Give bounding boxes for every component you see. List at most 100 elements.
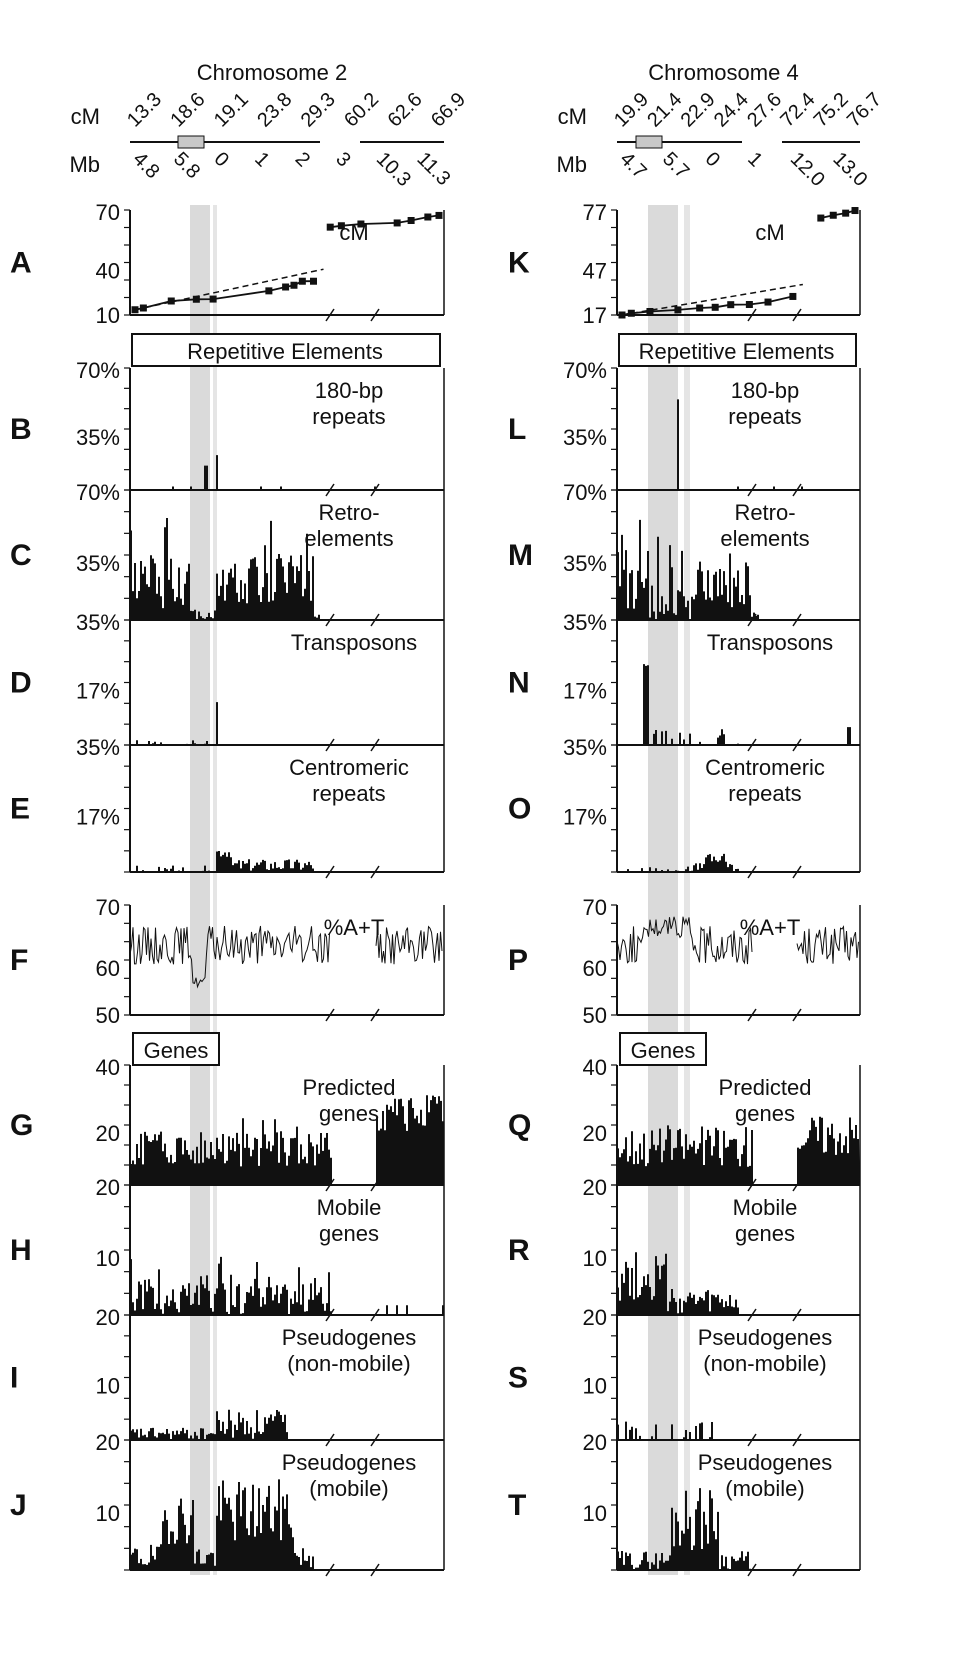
panel-s: S 20 10 Pseudogenes (non-mobile): [508, 1305, 861, 1447]
axis-break: [792, 1008, 802, 1022]
cm-point: [337, 222, 345, 230]
tick-label: 35%: [563, 425, 607, 450]
panel-letter: G: [10, 1109, 33, 1142]
mb-marker: 12.0: [786, 148, 829, 191]
mb-marker: 4.8: [128, 148, 163, 183]
tick-label: 17: [583, 303, 607, 328]
tick-label: 60: [96, 956, 120, 981]
tick-label: 35%: [76, 425, 120, 450]
mb-marker: 0: [210, 148, 233, 171]
panel-letter: S: [508, 1362, 528, 1395]
panel-title: Pseudogenes (mobile): [698, 1450, 833, 1501]
tick-label: 40: [96, 1055, 120, 1080]
panel-title-line: repeats: [312, 781, 385, 806]
panel-n: N 35% 17% Transposons: [508, 610, 861, 752]
section-label-genes: Genes: [132, 1032, 220, 1066]
panel-letter: D: [10, 667, 32, 700]
panel-i: I 20 10 Pseudogenes (non-mobile): [10, 1305, 445, 1447]
panel-title: Retro-elements: [304, 500, 393, 551]
axis-break: [370, 1563, 380, 1577]
tick-label: 10: [96, 1374, 120, 1399]
panel-k: K 77 47 17 cM: [508, 200, 861, 328]
panel-l: L 70% 35% 180-bp repeats: [508, 358, 861, 497]
panel-title-line: repeats: [728, 404, 801, 429]
section-label-repeats: Repetitive Elements: [618, 333, 857, 367]
panel-letter: F: [10, 944, 28, 977]
axis-break: [747, 865, 757, 879]
chromosome-title: Chromosome 2: [197, 60, 347, 85]
panel-title: Transposons: [707, 630, 833, 655]
axis-break: [747, 1308, 757, 1322]
cm-point: [393, 219, 401, 227]
cm-point: [357, 220, 365, 228]
axis-break: [325, 308, 335, 322]
mb-marker: 1: [743, 148, 766, 171]
panel-title-line: Mobile: [317, 1195, 382, 1220]
tick-label: 35%: [76, 551, 120, 576]
axis-break: [325, 1008, 335, 1022]
section-label-genes-text: Genes: [144, 1038, 209, 1063]
section-label-repeats-text: Repetitive Elements: [639, 339, 835, 364]
cm-marker: 23.8: [253, 88, 296, 131]
tick-label: 17%: [563, 805, 607, 830]
cm-marker: 22.9: [677, 88, 720, 131]
panel-title-line: genes: [319, 1101, 379, 1126]
axis-break: [370, 1008, 380, 1022]
tick-label: 60: [583, 956, 607, 981]
cm-point: [851, 207, 859, 215]
tick-label: 20: [583, 1305, 607, 1330]
tick-label: 70: [96, 200, 120, 225]
panel-title-line: elements: [304, 526, 393, 551]
section-label-repeats-text: Repetitive Elements: [187, 339, 383, 364]
axis-break: [747, 1433, 757, 1447]
panel-letter: J: [10, 1489, 27, 1522]
panel-title: Mobile genes: [733, 1195, 798, 1246]
cm-line: [621, 209, 856, 316]
panel-e: E 35% 17% Centromeric repeats: [10, 735, 445, 879]
tick-label: 70%: [563, 480, 607, 505]
panel-b: B 70% 35% 180-bp repeats: [10, 358, 445, 497]
tick-label: 10: [583, 1246, 607, 1271]
panel-letter: T: [508, 1489, 526, 1522]
tick-label: 50: [96, 1003, 120, 1028]
panel-title: cM: [755, 220, 784, 245]
panel-title-line: Pseudogenes: [698, 1450, 833, 1475]
panel-title-line: (mobile): [725, 1476, 804, 1501]
cm-point: [192, 295, 200, 303]
mb-marker: 0: [701, 148, 724, 171]
tick-label: 10: [583, 1374, 607, 1399]
axis-break: [747, 738, 757, 752]
cm-marker: 60.2: [340, 88, 383, 131]
section-label-genes: Genes: [619, 1032, 707, 1066]
panel-title-line: Pseudogenes: [698, 1325, 833, 1350]
panel-letter: R: [508, 1234, 530, 1267]
cm-label: cM: [71, 104, 100, 129]
panel-t: T 20 10 Pseudogenes (mobile): [508, 1430, 861, 1577]
cm-point: [727, 301, 735, 309]
axis-break: [792, 308, 802, 322]
cm-marker: 19.1: [210, 88, 253, 131]
mb-marker: 5.7: [658, 148, 693, 183]
tick-label: 17%: [76, 805, 120, 830]
panel-title-line: 180-bp: [315, 378, 384, 403]
panel-letter: L: [508, 413, 526, 446]
cm-point: [764, 298, 772, 306]
centromere-box: [177, 135, 205, 149]
panel-letter: A: [10, 247, 32, 280]
cm-point: [139, 304, 147, 312]
panel-letter: O: [508, 793, 531, 826]
cm-point: [674, 306, 682, 314]
panel-title: Transposons: [291, 630, 417, 655]
tick-label: 20: [583, 1175, 607, 1200]
column-chromosome-2: Chromosome 2 cM Mb 13.3 18.6 19.1 23.8 29.3 60.2…: [10, 60, 470, 1577]
at-trace: [129, 925, 443, 989]
density-bars: [130, 702, 444, 745]
mb-marker: 10.3: [372, 148, 415, 191]
cm-line: [134, 214, 440, 311]
panel-g: G 40 20 Predicted genes: [10, 1055, 445, 1192]
section-label-genes-text: Genes: [631, 1038, 696, 1063]
tick-label: 40: [583, 1055, 607, 1080]
tick-label: 77: [583, 200, 607, 225]
tick-label: 70: [583, 895, 607, 920]
panel-title-line: genes: [735, 1221, 795, 1246]
